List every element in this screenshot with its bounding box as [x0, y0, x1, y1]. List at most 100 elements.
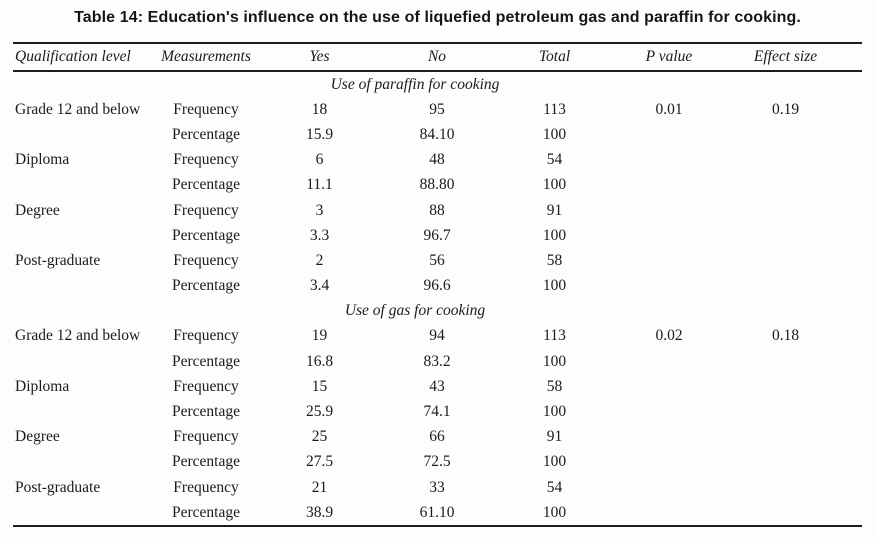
total-value: 54: [546, 478, 563, 496]
yes-value: 11.1: [306, 176, 333, 194]
measurement-cell: Frequency: [173, 201, 239, 219]
column-header-measurements: Measurements: [161, 48, 251, 65]
table-row: Degree Frequency 3 88 91: [13, 198, 862, 223]
no-value: 72.5: [423, 453, 451, 471]
section-label: Use of gas for cooking: [344, 302, 486, 320]
qualification-cell: Post-graduate: [15, 251, 101, 269]
section-label: Use of paraffin for cooking: [330, 75, 500, 93]
table-row: Percentage 27.5 72.5 100: [13, 450, 862, 475]
yes-value: 21: [311, 478, 328, 496]
total-value: 100: [542, 403, 567, 421]
yes-value: 18: [311, 100, 328, 118]
table-row: Percentage 16.8 83.2 100: [13, 349, 862, 374]
table-row: Post-graduate Frequency 21 33 54: [13, 475, 862, 500]
qualification-cell: Degree: [15, 201, 60, 219]
total-value: 100: [542, 277, 567, 295]
measurement-cell: Percentage: [172, 226, 240, 244]
measurement-cell: Frequency: [173, 100, 239, 118]
table-header-row: Qualification level Measurements Yes No …: [13, 44, 862, 72]
measurement-cell: Percentage: [172, 403, 240, 421]
no-value: 74.1: [423, 403, 451, 421]
table-row: Grade 12 and below Frequency 18 95 113 0…: [13, 97, 862, 122]
total-value: 100: [542, 503, 567, 521]
table-row: Diploma Frequency 6 48 54: [13, 148, 862, 173]
total-value: 54: [546, 151, 563, 169]
column-header-no: No: [427, 48, 447, 65]
no-value: 88.80: [419, 176, 455, 194]
qualification-cell: Diploma: [15, 151, 70, 169]
table-row: Degree Frequency 25 66 91: [13, 425, 862, 450]
yes-value: 3: [315, 201, 324, 219]
qualification-cell: Grade 12 and below: [15, 100, 141, 118]
total-value: 113: [543, 327, 566, 345]
section-header-gas: Use of gas for cooking: [13, 299, 862, 324]
table-row: Percentage 3.3 96.7 100: [13, 223, 862, 248]
no-value: 96.6: [423, 277, 451, 295]
yes-value: 25.9: [305, 403, 334, 421]
measurement-cell: Frequency: [173, 377, 239, 395]
table-row: Post-graduate Frequency 2 56 58: [13, 248, 862, 273]
column-header-p-value: P value: [645, 48, 693, 65]
yes-value: 15: [311, 377, 328, 395]
yes-value: 3.3: [309, 226, 330, 244]
no-value: 66: [429, 428, 445, 446]
measurement-cell: Percentage: [172, 125, 240, 143]
measurement-cell: Percentage: [172, 352, 240, 370]
statistics-table: Qualification level Measurements Yes No …: [13, 42, 862, 528]
effect-size-value: 0.18: [771, 327, 800, 345]
total-value: 100: [542, 176, 567, 194]
qualification-cell: Post-graduate: [15, 478, 101, 496]
column-header-qualification: Qualification level: [15, 48, 131, 65]
yes-value: 25: [311, 428, 328, 446]
p-value: 0.02: [655, 327, 683, 345]
yes-value: 3.4: [309, 277, 330, 295]
measurement-cell: Percentage: [172, 453, 240, 471]
table-row: Grade 12 and below Frequency 19 94 113 0…: [13, 324, 862, 349]
measurement-cell: Percentage: [172, 176, 240, 194]
table-title: Table 14: Education's influence on the u…: [74, 9, 801, 26]
total-value: 113: [543, 100, 566, 118]
total-value: 91: [546, 201, 563, 219]
qualification-cell: Grade 12 and below: [15, 327, 141, 345]
p-value: 0.01: [655, 100, 683, 118]
no-value: 96.7: [423, 226, 451, 244]
total-value: 100: [542, 453, 567, 471]
column-header-yes: Yes: [309, 48, 330, 65]
no-value: 43: [429, 377, 445, 395]
no-value: 84.10: [419, 125, 455, 143]
total-value: 58: [546, 377, 563, 395]
table-row: Percentage 38.9 61.10 100: [13, 500, 862, 525]
no-value: 95: [429, 100, 445, 118]
total-value: 100: [542, 226, 567, 244]
table-row: Percentage 3.4 96.6 100: [13, 274, 862, 299]
yes-value: 16.8: [305, 352, 334, 370]
effect-size-value: 0.19: [771, 100, 800, 118]
yes-value: 27.5: [305, 453, 334, 471]
no-value: 61.10: [419, 503, 455, 521]
total-value: 100: [542, 125, 567, 143]
no-value: 56: [429, 251, 445, 269]
yes-value: 2: [315, 251, 324, 269]
table-row: Percentage 15.9 84.10 100: [13, 122, 862, 147]
qualification-cell: Diploma: [15, 377, 70, 395]
table-row: Percentage 11.1 88.80 100: [13, 173, 862, 198]
yes-value: 15.9: [305, 125, 334, 143]
section-header-paraffin: Use of paraffin for cooking: [13, 72, 862, 97]
measurement-cell: Frequency: [173, 428, 239, 446]
no-value: 94: [429, 327, 445, 345]
yes-value: 19: [311, 327, 328, 345]
table-row: Diploma Frequency 15 43 58: [13, 374, 862, 399]
yes-value: 6: [315, 151, 324, 169]
total-value: 100: [542, 352, 567, 370]
yes-value: 38.9: [305, 503, 334, 521]
measurement-cell: Frequency: [173, 151, 239, 169]
measurement-cell: Frequency: [173, 251, 239, 269]
no-value: 88: [429, 201, 445, 219]
total-value: 58: [546, 251, 563, 269]
total-value: 91: [546, 428, 563, 446]
measurement-cell: Percentage: [172, 503, 240, 521]
table-row: Percentage 25.9 74.1 100: [13, 399, 862, 424]
column-header-effect-size: Effect size: [753, 48, 818, 65]
no-value: 33: [429, 478, 445, 496]
